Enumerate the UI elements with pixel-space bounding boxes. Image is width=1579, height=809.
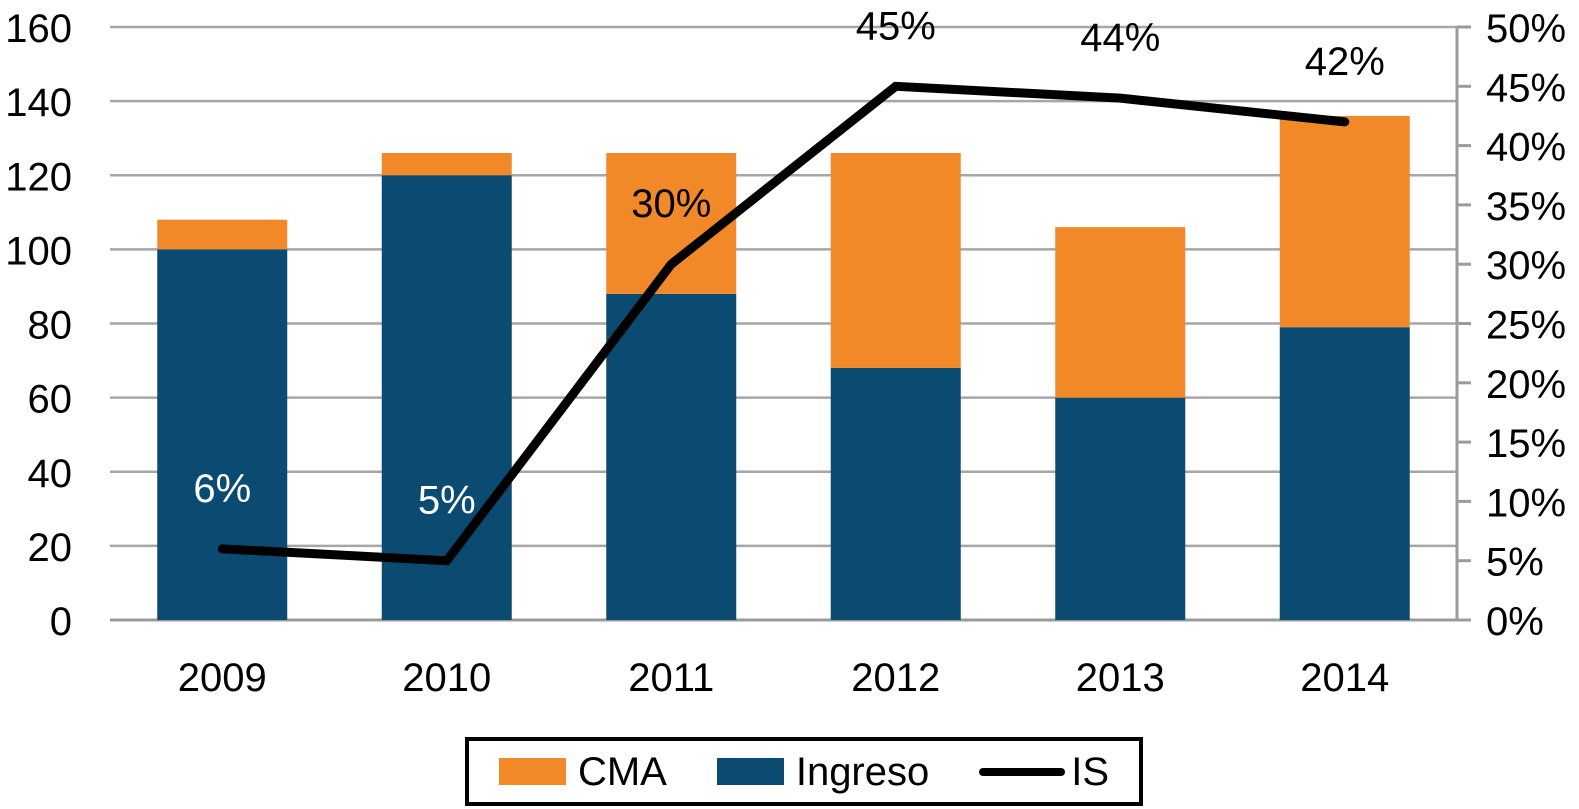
bar-segment-ingreso-2014 — [1279, 327, 1410, 620]
bar-segment-ingreso-2009 — [157, 249, 288, 620]
x-axis-category-label: 2009 — [178, 656, 267, 700]
right-axis-tick-label: 25% — [1486, 304, 1566, 348]
bar-segment-cma-2013 — [1055, 227, 1186, 398]
is-point-label: 42% — [1305, 40, 1385, 84]
right-axis-tick-label: 10% — [1486, 481, 1566, 525]
left-axis-tick-label: 0 — [50, 600, 72, 644]
right-axis-tick-label: 35% — [1486, 185, 1566, 229]
x-axis-category-label: 2011 — [628, 656, 714, 700]
left-axis-tick-label: 160 — [5, 7, 72, 51]
bar-segment-cma-2009 — [157, 219, 288, 250]
is-point-label: 45% — [856, 4, 936, 48]
ingreso-swatch-icon — [716, 758, 784, 785]
is-point-label: 6% — [193, 467, 251, 511]
right-axis-tick-label: 50% — [1486, 7, 1566, 51]
bar-segment-ingreso-2011 — [606, 293, 737, 620]
right-axis-tick-label: 5% — [1486, 541, 1544, 585]
bar-segment-ingreso-2010 — [381, 175, 512, 620]
legend-label-cma: CMA — [577, 749, 667, 794]
is-line-series — [217, 81, 1350, 566]
legend-item-cma: CMA — [498, 749, 667, 794]
legend-label-ingreso: Ingreso — [795, 749, 930, 794]
x-axis-category-label: 2012 — [851, 656, 940, 700]
right-axis-tick-label: 15% — [1486, 422, 1566, 466]
x-axis-category-label: 2013 — [1076, 656, 1165, 700]
cma-swatch-icon — [498, 758, 566, 785]
is-point-label: 30% — [631, 182, 711, 226]
bar-segment-cma-2014 — [1279, 115, 1410, 328]
right-axis-tick-label: 30% — [1486, 244, 1566, 288]
legend-label-is: IS — [1071, 749, 1110, 794]
is-line-swatch-icon — [979, 767, 1066, 776]
legend-item-is: IS — [979, 752, 1109, 792]
is-point-label: 44% — [1080, 16, 1160, 60]
left-axis-tick-label: 60 — [28, 378, 73, 422]
legend: CMA Ingreso IS — [465, 737, 1143, 806]
bar-segment-ingreso-2012 — [830, 367, 961, 620]
left-axis-tick-label: 100 — [5, 229, 72, 273]
left-axis-tick-label: 20 — [28, 526, 73, 570]
bar-segment-cma-2012 — [830, 153, 961, 368]
left-axis-tick-label: 80 — [28, 304, 73, 348]
right-axis-tick-label: 0% — [1486, 600, 1544, 644]
is-point-label: 5% — [418, 479, 476, 523]
x-axis-category-label: 2014 — [1300, 656, 1389, 700]
right-axis-tick-label: 40% — [1486, 126, 1566, 170]
right-axis-tick-label: 45% — [1486, 66, 1566, 110]
right-axis-tick-label: 20% — [1486, 363, 1566, 407]
left-axis-tick-label: 140 — [5, 81, 72, 125]
bar-segment-cma-2010 — [381, 153, 512, 176]
x-axis-category-label: 2010 — [402, 656, 491, 700]
left-axis-tick-label: 40 — [28, 452, 73, 496]
legend-item-ingreso: Ingreso — [716, 749, 930, 794]
left-axis-tick-label: 120 — [5, 155, 72, 199]
bar-segment-ingreso-2013 — [1055, 397, 1186, 620]
